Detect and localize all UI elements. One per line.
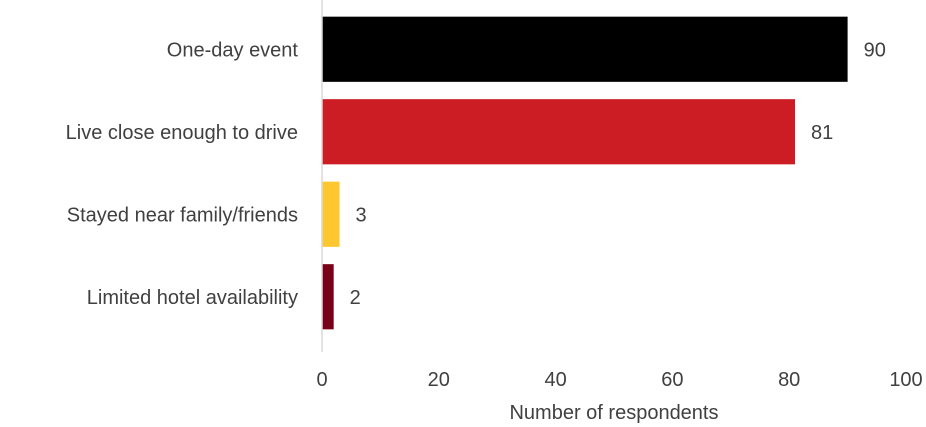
data-labels: 90 81 3 2 bbox=[350, 39, 886, 309]
x-tick-2: 40 bbox=[544, 369, 566, 391]
bar-0 bbox=[322, 16, 848, 82]
x-tick-labels: 0 20 40 60 80 100 bbox=[316, 369, 922, 391]
x-tick-1: 20 bbox=[428, 369, 450, 391]
data-label-0: 90 bbox=[864, 39, 886, 61]
category-label-2: Stayed near family/friends bbox=[67, 204, 298, 226]
x-tick-3: 60 bbox=[661, 369, 683, 391]
data-label-1: 81 bbox=[811, 122, 833, 144]
x-axis-title: Number of respondents bbox=[509, 402, 718, 424]
bar-1 bbox=[322, 99, 796, 165]
bars-group bbox=[322, 16, 848, 330]
x-tick-0: 0 bbox=[316, 369, 327, 391]
category-labels: One-day event Live close enough to drive S… bbox=[66, 39, 299, 309]
x-tick-5: 100 bbox=[889, 369, 922, 391]
category-label-0: One-day event bbox=[167, 39, 299, 61]
data-label-3: 2 bbox=[350, 287, 361, 309]
category-label-1: Live close enough to drive bbox=[66, 122, 298, 144]
x-tick-4: 80 bbox=[778, 369, 800, 391]
bar-2 bbox=[322, 181, 340, 247]
bar-3 bbox=[322, 264, 334, 330]
data-label-2: 3 bbox=[356, 204, 367, 226]
category-label-3: Limited hotel availability bbox=[87, 287, 298, 309]
